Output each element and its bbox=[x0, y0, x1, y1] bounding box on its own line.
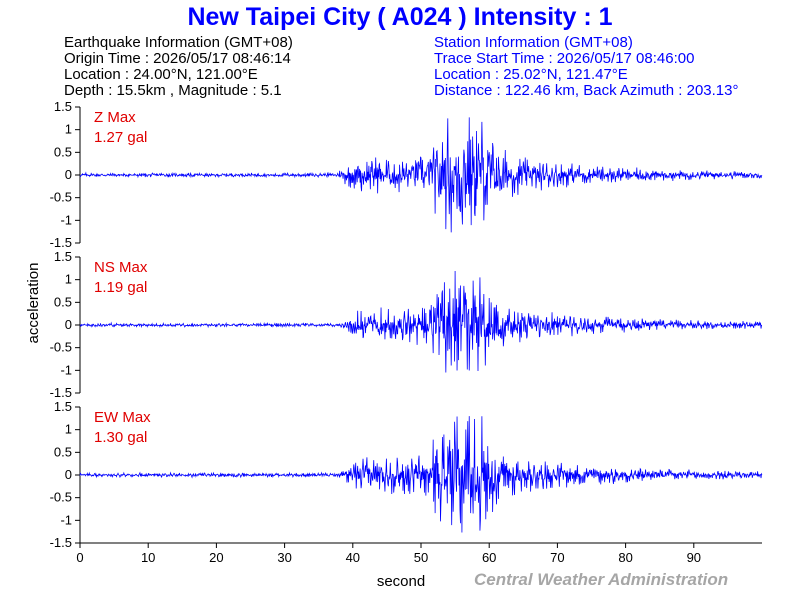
y-tick-label: -1.5 bbox=[50, 235, 72, 250]
waveform-trace-ns bbox=[79, 271, 763, 373]
x-tick-label: 50 bbox=[414, 550, 428, 565]
x-tick-label: 70 bbox=[550, 550, 564, 565]
station-distance: Distance : 122.46 km, Back Azimuth : 203… bbox=[434, 82, 739, 99]
station-info: Station Information (GMT+08) Trace Start… bbox=[434, 35, 739, 99]
y-tick-label: 0 bbox=[65, 467, 72, 482]
y-tick-label: -1 bbox=[60, 512, 72, 527]
y-tick-label: 1.5 bbox=[54, 399, 72, 414]
max-label-name: EW Max bbox=[94, 409, 151, 426]
y-tick-label: -0.5 bbox=[50, 190, 72, 205]
earthquake-info-heading: Earthquake Information (GMT+08) bbox=[64, 34, 293, 51]
x-tick-label: 60 bbox=[482, 550, 496, 565]
y-tick-label: -0.5 bbox=[50, 490, 72, 505]
x-tick-label: 80 bbox=[618, 550, 632, 565]
y-tick-label: 1 bbox=[65, 122, 72, 137]
y-tick-label: 0 bbox=[65, 167, 72, 182]
x-axis-label: second bbox=[377, 573, 425, 590]
x-tick-label: 40 bbox=[346, 550, 360, 565]
waveform-trace-ew bbox=[79, 416, 763, 533]
max-label-value: 1.27 gal bbox=[94, 129, 147, 146]
y-tick-label: -1 bbox=[60, 362, 72, 377]
y-tick-label: 0 bbox=[65, 317, 72, 332]
max-label-value: 1.19 gal bbox=[94, 279, 147, 296]
origin-time: Origin Time : 2026/05/17 08:46:14 bbox=[64, 50, 291, 67]
station-info-heading: Station Information (GMT+08) bbox=[434, 34, 633, 51]
y-tick-label: -1.5 bbox=[50, 535, 72, 550]
max-label-name: NS Max bbox=[94, 259, 148, 276]
credit-text: Central Weather Administration bbox=[474, 570, 729, 589]
epicenter-location: Location : 24.00°N, 121.00°E bbox=[64, 66, 258, 83]
station-location: Location : 25.02°N, 121.47°E bbox=[434, 66, 628, 83]
x-tick-label: 30 bbox=[277, 550, 291, 565]
y-tick-label: -1.5 bbox=[50, 385, 72, 400]
y-tick-label: -1 bbox=[60, 212, 72, 227]
x-tick-label: 90 bbox=[687, 550, 701, 565]
earthquake-info: Earthquake Information (GMT+08) Origin T… bbox=[64, 35, 293, 99]
y-tick-label: 0.5 bbox=[54, 444, 72, 459]
x-tick-label: 10 bbox=[141, 550, 155, 565]
y-tick-label: 1.5 bbox=[54, 249, 72, 264]
x-tick-label: 0 bbox=[76, 550, 83, 565]
y-tick-label: 1.5 bbox=[54, 99, 72, 114]
chart-title: New Taipei City ( A024 ) Intensity : 1 bbox=[187, 3, 613, 31]
y-tick-label: 1 bbox=[65, 272, 72, 287]
y-tick-label: -0.5 bbox=[50, 340, 72, 355]
y-tick-label: 0.5 bbox=[54, 144, 72, 159]
trace-start-time: Trace Start Time : 2026/05/17 08:46:00 bbox=[434, 50, 695, 67]
x-tick-label: 20 bbox=[209, 550, 223, 565]
max-label-value: 1.30 gal bbox=[94, 429, 147, 446]
depth-magnitude: Depth : 15.5km , Magnitude : 5.1 bbox=[64, 82, 282, 99]
y-tick-label: 1 bbox=[65, 422, 72, 437]
y-axis-label: acceleration bbox=[25, 263, 42, 344]
y-tick-label: 0.5 bbox=[54, 294, 72, 309]
waveform-trace-z bbox=[79, 117, 763, 233]
max-label-name: Z Max bbox=[94, 109, 136, 126]
